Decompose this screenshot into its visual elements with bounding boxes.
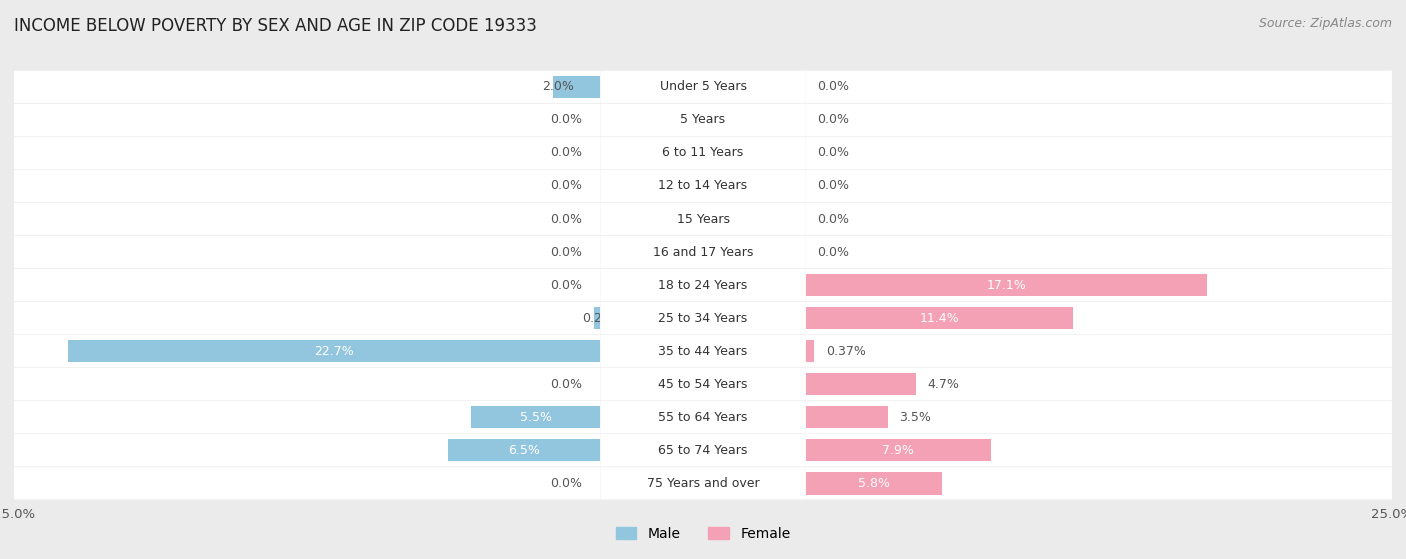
Legend: Male, Female: Male, Female xyxy=(610,522,796,547)
Text: 0.0%: 0.0% xyxy=(550,278,582,292)
FancyBboxPatch shape xyxy=(806,104,1392,136)
Bar xyxy=(806,373,915,395)
Text: 18 to 24 Years: 18 to 24 Years xyxy=(658,278,748,292)
FancyBboxPatch shape xyxy=(600,467,806,500)
Text: 75 Years and over: 75 Years and over xyxy=(647,477,759,490)
Text: 0.27%: 0.27% xyxy=(582,311,623,325)
Text: 0.0%: 0.0% xyxy=(550,477,582,490)
FancyBboxPatch shape xyxy=(600,104,806,136)
Bar xyxy=(595,307,600,329)
FancyBboxPatch shape xyxy=(806,170,1392,202)
FancyBboxPatch shape xyxy=(600,137,806,169)
Text: 0.0%: 0.0% xyxy=(817,113,849,126)
FancyBboxPatch shape xyxy=(806,203,1392,235)
FancyBboxPatch shape xyxy=(600,203,806,235)
FancyBboxPatch shape xyxy=(14,434,600,466)
FancyBboxPatch shape xyxy=(14,104,600,136)
FancyBboxPatch shape xyxy=(14,203,600,235)
FancyBboxPatch shape xyxy=(806,269,1392,301)
Text: 0.0%: 0.0% xyxy=(550,113,582,126)
Text: 0.0%: 0.0% xyxy=(550,245,582,259)
Text: 25 to 34 Years: 25 to 34 Years xyxy=(658,311,748,325)
FancyBboxPatch shape xyxy=(600,170,806,202)
FancyBboxPatch shape xyxy=(806,434,1392,466)
FancyBboxPatch shape xyxy=(14,70,600,103)
Text: Source: ZipAtlas.com: Source: ZipAtlas.com xyxy=(1258,17,1392,30)
FancyBboxPatch shape xyxy=(806,70,1392,103)
FancyBboxPatch shape xyxy=(14,401,600,433)
Bar xyxy=(806,340,814,362)
Text: 5 Years: 5 Years xyxy=(681,113,725,126)
Text: 15 Years: 15 Years xyxy=(676,212,730,225)
FancyBboxPatch shape xyxy=(806,137,1392,169)
FancyBboxPatch shape xyxy=(806,467,1392,500)
Bar xyxy=(806,472,942,495)
Text: 5.5%: 5.5% xyxy=(520,411,553,424)
Text: 17.1%: 17.1% xyxy=(986,278,1026,292)
FancyBboxPatch shape xyxy=(14,368,600,400)
Text: 0.0%: 0.0% xyxy=(817,179,849,192)
FancyBboxPatch shape xyxy=(806,335,1392,367)
Text: 0.0%: 0.0% xyxy=(817,212,849,225)
Text: 0.0%: 0.0% xyxy=(550,378,582,391)
FancyBboxPatch shape xyxy=(600,70,806,103)
FancyBboxPatch shape xyxy=(14,236,600,268)
Text: 65 to 74 Years: 65 to 74 Years xyxy=(658,444,748,457)
Text: 55 to 64 Years: 55 to 64 Years xyxy=(658,411,748,424)
Text: 6 to 11 Years: 6 to 11 Years xyxy=(662,146,744,159)
FancyBboxPatch shape xyxy=(600,269,806,301)
FancyBboxPatch shape xyxy=(14,467,600,500)
Bar xyxy=(449,439,600,462)
Text: 5.8%: 5.8% xyxy=(858,477,890,490)
FancyBboxPatch shape xyxy=(14,170,600,202)
Text: 0.37%: 0.37% xyxy=(825,345,866,358)
FancyBboxPatch shape xyxy=(600,368,806,400)
Text: 0.0%: 0.0% xyxy=(817,245,849,259)
FancyBboxPatch shape xyxy=(806,302,1392,334)
FancyBboxPatch shape xyxy=(600,401,806,433)
Text: 45 to 54 Years: 45 to 54 Years xyxy=(658,378,748,391)
FancyBboxPatch shape xyxy=(600,236,806,268)
Text: 0.0%: 0.0% xyxy=(817,80,849,93)
Text: 22.7%: 22.7% xyxy=(315,345,354,358)
Text: 3.5%: 3.5% xyxy=(900,411,931,424)
Text: 4.7%: 4.7% xyxy=(928,378,959,391)
Text: 7.9%: 7.9% xyxy=(883,444,914,457)
Text: 35 to 44 Years: 35 to 44 Years xyxy=(658,345,748,358)
FancyBboxPatch shape xyxy=(806,401,1392,433)
Text: INCOME BELOW POVERTY BY SEX AND AGE IN ZIP CODE 19333: INCOME BELOW POVERTY BY SEX AND AGE IN Z… xyxy=(14,17,537,35)
FancyBboxPatch shape xyxy=(600,302,806,334)
Text: 0.0%: 0.0% xyxy=(550,212,582,225)
FancyBboxPatch shape xyxy=(14,137,600,169)
FancyBboxPatch shape xyxy=(14,335,600,367)
Text: 6.5%: 6.5% xyxy=(508,444,540,457)
Text: 16 and 17 Years: 16 and 17 Years xyxy=(652,245,754,259)
Bar xyxy=(471,406,600,428)
Bar xyxy=(67,340,600,362)
FancyBboxPatch shape xyxy=(14,302,600,334)
Bar xyxy=(806,307,1073,329)
Text: 0.0%: 0.0% xyxy=(550,179,582,192)
FancyBboxPatch shape xyxy=(600,434,806,466)
Bar xyxy=(806,406,887,428)
Bar xyxy=(554,75,600,98)
FancyBboxPatch shape xyxy=(14,269,600,301)
Text: 2.0%: 2.0% xyxy=(541,80,574,93)
Bar xyxy=(806,439,991,462)
Bar xyxy=(806,274,1206,296)
Text: 11.4%: 11.4% xyxy=(920,311,959,325)
FancyBboxPatch shape xyxy=(806,368,1392,400)
Text: Under 5 Years: Under 5 Years xyxy=(659,80,747,93)
Text: 0.0%: 0.0% xyxy=(817,146,849,159)
Text: 0.0%: 0.0% xyxy=(550,146,582,159)
Text: 12 to 14 Years: 12 to 14 Years xyxy=(658,179,748,192)
FancyBboxPatch shape xyxy=(806,236,1392,268)
FancyBboxPatch shape xyxy=(600,335,806,367)
